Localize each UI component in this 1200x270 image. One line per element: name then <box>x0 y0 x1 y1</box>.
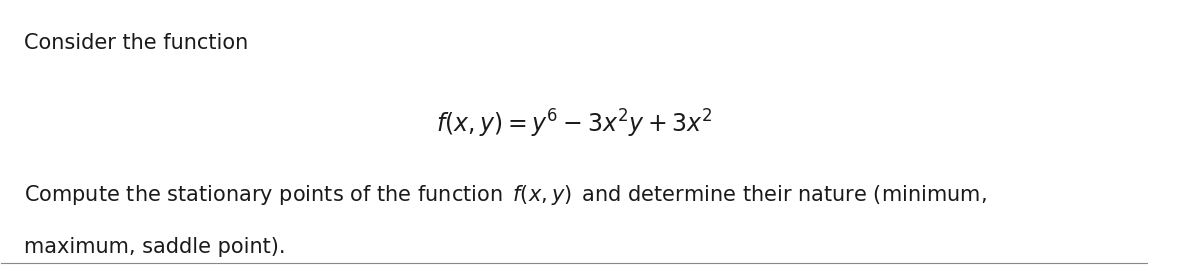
Text: $f(x, y) = y^6 - 3x^2y + 3x^2$: $f(x, y) = y^6 - 3x^2y + 3x^2$ <box>436 108 713 140</box>
Text: Compute the stationary points of the function $\,f(x, y)\,$ and determine their : Compute the stationary points of the fun… <box>24 183 988 207</box>
Text: maximum, saddle point).: maximum, saddle point). <box>24 237 286 256</box>
Text: Consider the function: Consider the function <box>24 33 248 53</box>
